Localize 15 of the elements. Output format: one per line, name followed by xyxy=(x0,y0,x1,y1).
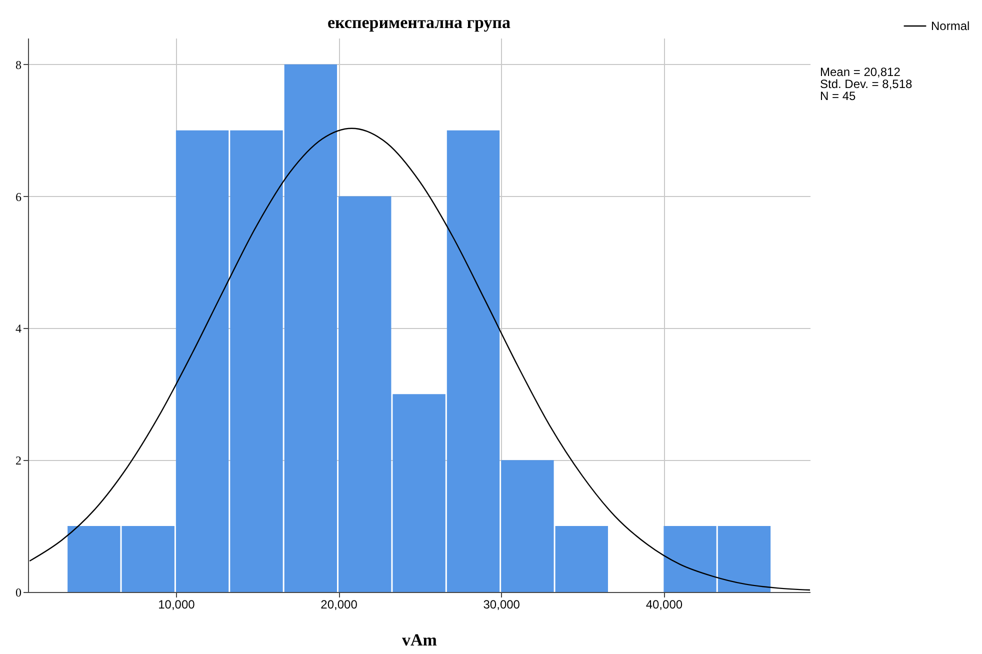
y-tick-label: 0 xyxy=(16,586,22,600)
y-tick-label: 4 xyxy=(16,322,22,336)
x-tick-label: 30,000 xyxy=(483,598,520,612)
text: Std. Dev. = 8,518 xyxy=(820,77,912,91)
y-tick-label: 2 xyxy=(16,454,22,468)
x-axis-title: vAm xyxy=(402,630,437,650)
text: N = 45 xyxy=(820,89,857,103)
y-tick-label: 8 xyxy=(16,58,22,72)
legend-label: Normal xyxy=(931,19,970,33)
text: Mean = 20,812 xyxy=(820,65,902,79)
chart-title: експериментална група xyxy=(327,13,511,32)
x-tick-label: 20,000 xyxy=(320,598,358,612)
x-tick-label: 40,000 xyxy=(646,598,683,612)
y-tick-label: 6 xyxy=(16,190,22,204)
x-tick-label: 10,000 xyxy=(158,598,196,612)
